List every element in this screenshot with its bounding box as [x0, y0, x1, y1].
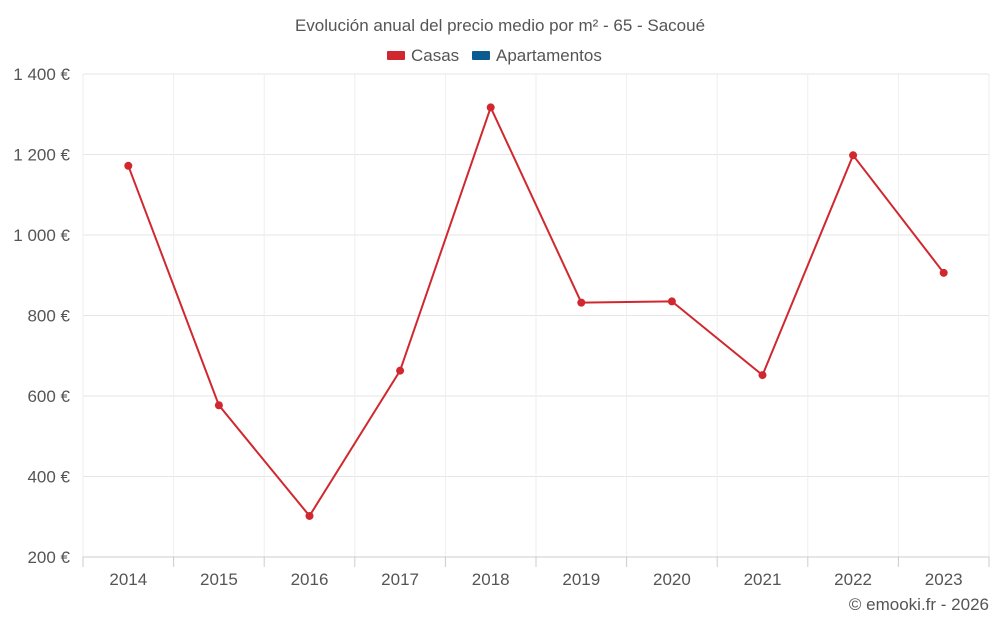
x-tick-label-2020: 2020 — [653, 570, 691, 589]
data-point-2020[interactable] — [667, 297, 676, 306]
y-tick-label: 400 € — [27, 468, 70, 487]
x-tick-label-2015: 2015 — [200, 570, 238, 589]
x-tick-label-2021: 2021 — [744, 570, 782, 589]
chart-credit: © emooki.fr - 2026 — [849, 595, 989, 614]
data-point-2021[interactable] — [758, 371, 767, 380]
legend-item-casas[interactable]: Casas — [387, 46, 459, 65]
y-tick-label: 1 200 € — [13, 146, 70, 165]
data-point-2023[interactable] — [939, 268, 948, 277]
data-point-2018[interactable] — [486, 103, 495, 112]
legend: Casas Apartamentos — [387, 46, 602, 65]
y-tick-label: 1 000 € — [13, 226, 70, 245]
series-line-casas — [127, 106, 945, 517]
data-point-2022[interactable] — [849, 151, 858, 160]
series-casas — [124, 103, 948, 520]
y-tick-label: 800 € — [27, 307, 70, 326]
x-tick-label-2018: 2018 — [472, 570, 510, 589]
data-point-2014[interactable] — [124, 161, 133, 170]
legend-item-apartamentos[interactable]: Apartamentos — [472, 46, 602, 65]
data-point-2016[interactable] — [305, 511, 314, 520]
data-point-2017[interactable] — [396, 366, 405, 375]
x-tick-label-2014: 2014 — [109, 570, 147, 589]
y-tick-label: 600 € — [27, 387, 70, 406]
legend-swatch-apartamentos — [472, 51, 490, 60]
x-tick-label-2019: 2019 — [562, 570, 600, 589]
grid — [82, 73, 990, 557]
x-tick-label-2022: 2022 — [834, 570, 872, 589]
data-point-2019[interactable] — [577, 298, 586, 307]
legend-label-apartamentos: Apartamentos — [496, 46, 602, 65]
chart-title: Evolución anual del precio medio por m² … — [295, 16, 705, 35]
data-point-2015[interactable] — [214, 401, 223, 410]
y-tick-label: 1 400 € — [13, 65, 70, 84]
axes: 200 € 400 € 600 € 800 € 1 000 € 1 200 € 1 400 … — [13, 65, 990, 589]
x-tick-label-2023: 2023 — [925, 570, 963, 589]
y-tick-label: 200 € — [27, 548, 70, 567]
x-tick-label-2017: 2017 — [381, 570, 419, 589]
legend-swatch-casas — [387, 51, 405, 60]
x-tick-label-2016: 2016 — [291, 570, 329, 589]
legend-label-casas: Casas — [411, 46, 459, 65]
